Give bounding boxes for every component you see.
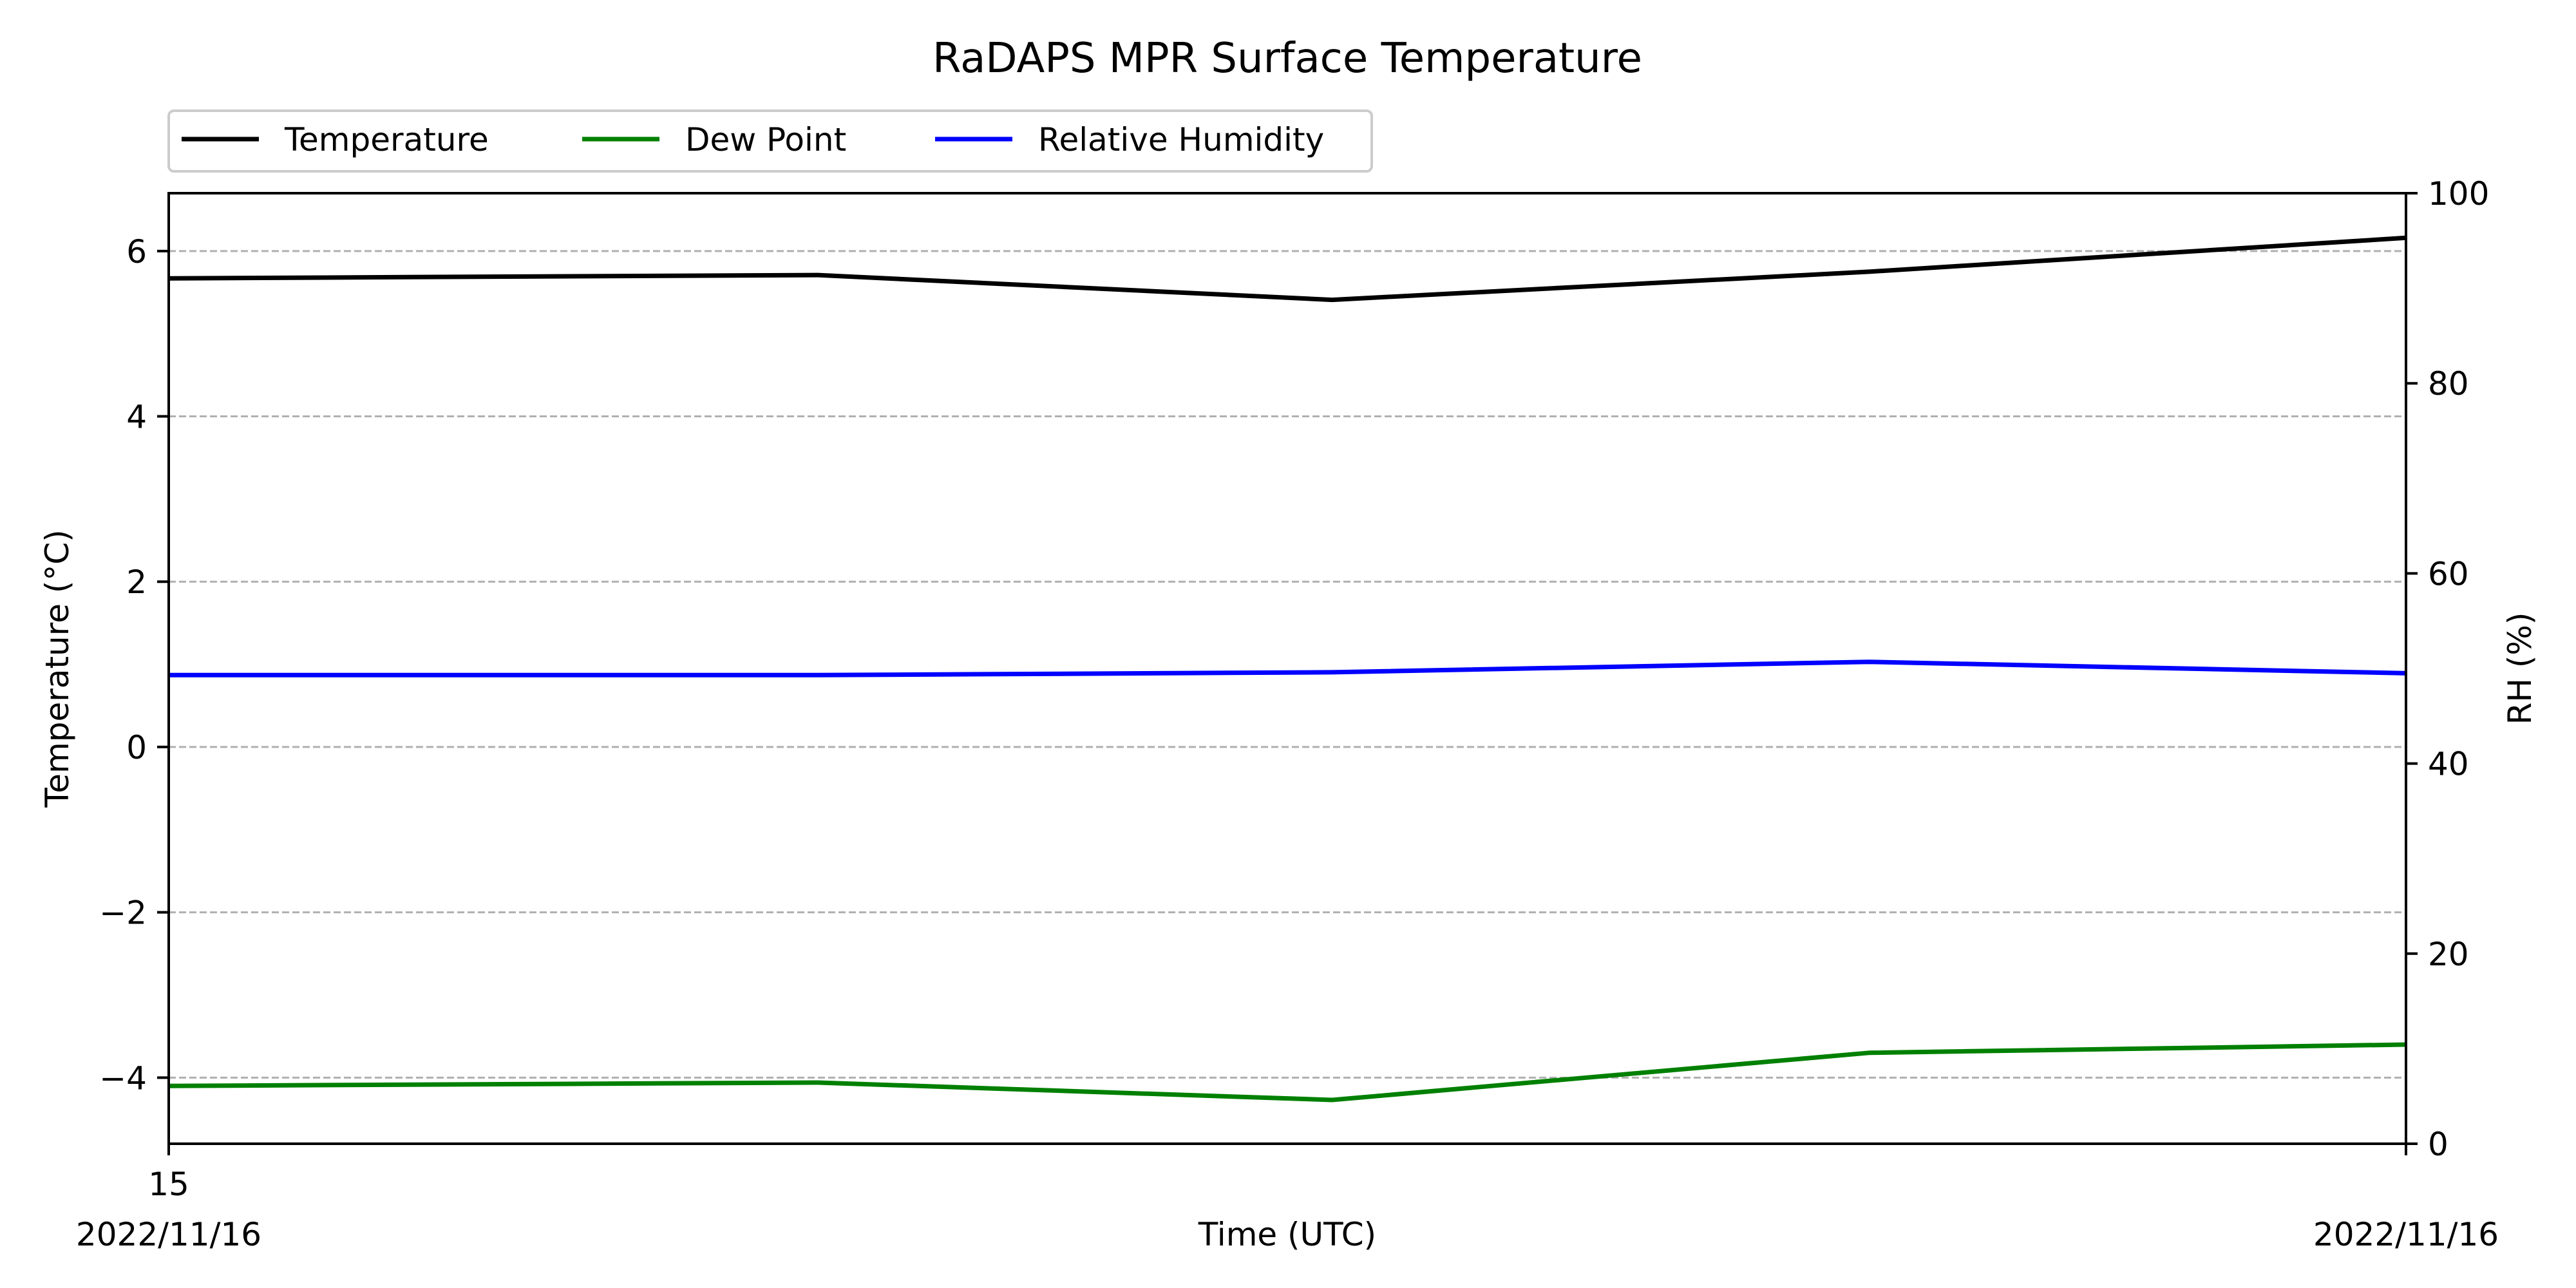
y-tick-label-left: 6	[126, 233, 147, 270]
x-axis: 15 2022/11/16 2022/11/16	[76, 1144, 2499, 1253]
y-tick-label-right: 20	[2428, 936, 2469, 973]
y-tick-label-left: 4	[126, 399, 147, 436]
x-axis-label: Time (UTC)	[1198, 1216, 1376, 1253]
series-lines	[168, 235, 2407, 1103]
y-tick-label-right: 100	[2428, 175, 2489, 213]
legend-label: Relative Humidity	[1038, 121, 1324, 158]
y-tick-label-left: −4	[99, 1059, 147, 1097]
series-line-relative-humidity	[169, 659, 2407, 677]
series-line-dew-point	[168, 1042, 2407, 1103]
chart-title: RaDAPS MPR Surface Temperature	[933, 35, 1642, 82]
y-tick-label-left: 2	[126, 564, 147, 601]
legend-label: Temperature	[284, 121, 489, 158]
y-axis-left: −4 −2 0 2 4 6	[99, 233, 169, 1097]
y-tick-label-left: −2	[99, 895, 147, 932]
plot-frame	[167, 192, 2407, 1145]
series-line-temperature	[168, 235, 2407, 303]
y-tick-label-right: 40	[2428, 746, 2469, 783]
y-axis-left-label: Temperature (°C)	[39, 529, 76, 808]
y-tick-label-right: 0	[2428, 1126, 2448, 1163]
x-tick-label: 15	[148, 1166, 189, 1203]
y-tick-label-left: 0	[126, 729, 147, 766]
x-tick-date-label: 2022/11/16	[2313, 1216, 2499, 1253]
legend: Temperature Dew Point Relative Humidity	[167, 109, 1373, 173]
legend-label: Dew Point	[685, 121, 846, 158]
legend-frame	[167, 109, 1373, 173]
y-axis-right-label: RH (%)	[2501, 612, 2539, 725]
y-tick-label-right: 80	[2428, 365, 2469, 402]
y-tick-label-right: 60	[2428, 555, 2469, 592]
y-axis-right: 0 20 40 60 80 100	[2406, 175, 2489, 1163]
gridlines	[169, 250, 2406, 1079]
x-tick-date-label: 2022/11/16	[76, 1216, 261, 1253]
